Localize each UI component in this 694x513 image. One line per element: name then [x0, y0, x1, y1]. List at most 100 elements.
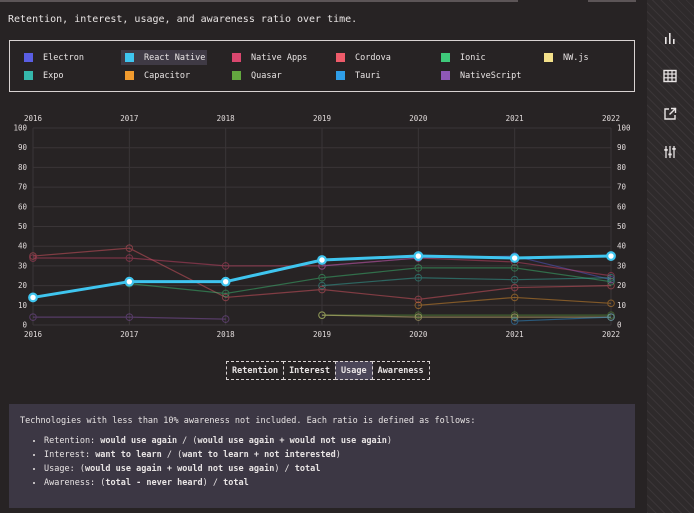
legend-swatch — [125, 71, 134, 80]
y-tick-label-right: 40 — [617, 242, 627, 251]
data-point-ionic — [318, 273, 326, 282]
data-point-native-apps — [221, 262, 230, 270]
x-tick-label-bottom: 2022 — [602, 330, 620, 339]
y-tick-label-left: 100 — [13, 124, 27, 133]
definition-name: Retention: — [44, 436, 101, 446]
chart-view-button[interactable] — [659, 27, 681, 49]
x-tick-label-top: 2019 — [313, 114, 331, 123]
definition-formula: (would use again + would not use again) … — [79, 464, 321, 474]
y-tick-label-right: 10 — [617, 301, 627, 310]
legend-label: Electron — [43, 52, 84, 63]
legend-item-quasar[interactable]: Quasar — [228, 68, 314, 83]
series-line-tauri — [514, 316, 612, 322]
series-tauri — [510, 313, 615, 325]
data-point-quasar — [318, 311, 326, 319]
x-tick-label-bottom: 2016 — [24, 330, 43, 339]
x-tick-label-bottom: 2019 — [313, 330, 331, 339]
x-tick-label-top: 2017 — [120, 114, 138, 123]
y-tick-label-left: 0 — [22, 321, 27, 330]
definition-usage: Usage: (would use again + would not use … — [44, 464, 624, 474]
legend-item-electron[interactable]: Electron — [20, 50, 106, 65]
data-point-cordova — [510, 283, 519, 292]
y-tick-label-left: 80 — [18, 163, 28, 172]
series-nw-js — [318, 311, 615, 321]
legend-item-cordova[interactable]: Cordova — [332, 50, 418, 65]
y-tick-label-right: 0 — [617, 321, 622, 330]
data-point-expo — [318, 281, 326, 290]
data-point-quasar — [510, 311, 519, 319]
series-line-expo — [321, 277, 612, 287]
legend-swatch — [544, 53, 553, 62]
data-point-cordova — [29, 252, 37, 260]
legend-swatch — [441, 71, 450, 80]
y-tick-label-left: 40 — [18, 242, 28, 251]
series-line-ionic — [129, 267, 612, 295]
settings-button[interactable] — [659, 141, 681, 163]
definition-name: Usage: — [44, 464, 80, 474]
x-tick-label-top: 2016 — [24, 114, 43, 123]
data-point-cordova — [125, 244, 134, 252]
data-point-react-native — [220, 276, 231, 287]
legend-label: Ionic — [460, 52, 486, 63]
tab-interest[interactable]: Interest — [283, 361, 337, 380]
legend-swatch — [441, 53, 450, 62]
data-point-expo — [414, 273, 423, 282]
legend-item-react-native[interactable]: React Native — [121, 50, 207, 65]
data-point-nw-js — [414, 313, 423, 321]
data-point-ionic — [221, 289, 230, 298]
x-tick-label-bottom: 2021 — [506, 330, 524, 339]
data-point-nativescript — [221, 315, 230, 323]
series-cordova — [29, 244, 615, 304]
x-tick-label-top: 2022 — [602, 114, 620, 123]
legend-item-ionic[interactable]: Ionic — [437, 50, 523, 65]
definition-name: Awareness: — [44, 478, 101, 488]
top-divider — [0, 0, 518, 2]
top-divider-right — [588, 0, 636, 2]
legend-item-nativescript[interactable]: NativeScript — [437, 68, 523, 83]
series-quasar — [318, 311, 615, 319]
tab-usage[interactable]: Usage — [335, 361, 373, 380]
x-tick-label-top: 2018 — [217, 114, 236, 123]
definition-formula: want to learn / (want to learn + not int… — [95, 450, 341, 460]
chart-description: Retention, interest, usage, and awarenes… — [8, 14, 358, 25]
chart-legend: Electron React Native Native Apps Cordova Io… — [9, 40, 635, 92]
legend-item-nw-js[interactable]: NW.js — [540, 50, 626, 65]
legend-swatch — [232, 71, 241, 80]
data-point-ionic — [414, 264, 423, 272]
series-line-cordova — [32, 247, 612, 300]
legend-swatch — [336, 53, 345, 62]
data-point-tauri — [607, 313, 615, 321]
data-point-react-native — [124, 276, 135, 287]
y-tick-label-left: 70 — [18, 183, 28, 192]
table-view-button[interactable] — [659, 65, 681, 87]
definition-interest: Interest: want to learn / (want to learn… — [44, 450, 624, 460]
metric-tabs: Retention Interest Usage Awareness — [226, 361, 430, 380]
legend-swatch — [24, 71, 33, 80]
y-tick-label-left: 60 — [18, 202, 28, 211]
tab-awareness[interactable]: Awareness — [371, 361, 430, 380]
x-tick-label-bottom: 2020 — [409, 330, 428, 339]
data-point-ionic — [510, 264, 519, 272]
legend-item-capacitor[interactable]: Capacitor — [121, 68, 207, 83]
y-tick-label-right: 90 — [617, 143, 627, 152]
legend-swatch — [336, 71, 345, 80]
sidebar-toolbar — [647, 0, 694, 513]
export-button[interactable] — [659, 103, 681, 125]
data-point-react-native — [606, 251, 616, 261]
series-line-capacitor — [418, 296, 612, 306]
legend-label: Expo — [43, 70, 64, 81]
data-point-cordova — [221, 293, 230, 302]
y-tick-label-right: 60 — [617, 202, 627, 211]
legend-item-expo[interactable]: Expo — [20, 68, 106, 83]
x-tick-label-top: 2020 — [409, 114, 428, 123]
tab-retention[interactable]: Retention — [226, 361, 285, 380]
series-line-nativescript — [33, 316, 226, 320]
y-tick-label-right: 70 — [617, 183, 627, 192]
definition-formula: (total - never heard) / total — [100, 478, 249, 488]
series-expo — [318, 273, 615, 290]
data-point-quasar — [414, 311, 423, 319]
legend-item-tauri[interactable]: Tauri — [332, 68, 418, 83]
legend-item-native-apps[interactable]: Native Apps — [228, 50, 314, 65]
y-tick-label-right: 50 — [617, 222, 627, 231]
